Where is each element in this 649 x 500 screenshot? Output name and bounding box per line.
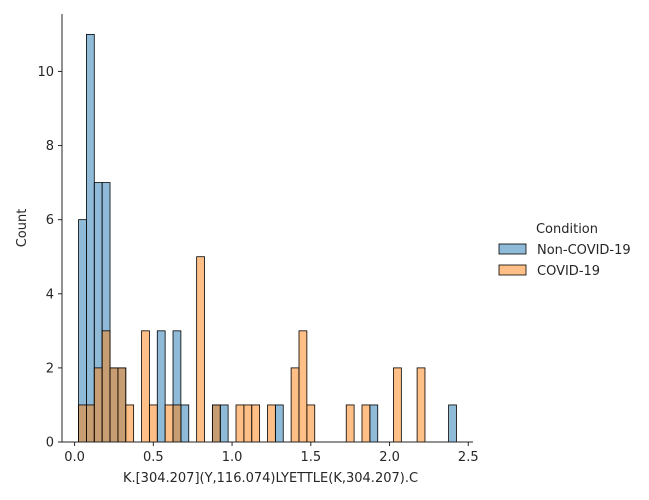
bar-covid-19 [86, 404, 95, 443]
x-tick-label: 1.5 [300, 450, 321, 465]
bar-non-covid-19 [448, 404, 457, 443]
legend: Condition Non-COVID-19 COVID-19 [498, 222, 631, 279]
y-tick-label: 8 [46, 139, 54, 154]
bar-non-covid-19 [86, 33, 95, 443]
x-tick-label: 2.5 [458, 450, 479, 465]
bar-non-covid-19 [274, 404, 284, 443]
bar-covid-19 [416, 367, 426, 443]
bar-covid-19 [306, 404, 316, 443]
legend-swatch-non-covid [498, 243, 527, 255]
bar-covid-19 [78, 404, 87, 443]
bar-covid-19 [172, 404, 182, 443]
bar-non-covid-19 [180, 404, 190, 443]
bar-covid-19 [125, 404, 135, 443]
x-tick-label: 2.0 [379, 450, 400, 465]
bar-covid-19 [211, 404, 221, 443]
bar-covid-19 [361, 404, 371, 443]
bar-covid-19 [290, 367, 300, 443]
bar-covid-19 [109, 367, 119, 443]
y-tick-label: 4 [46, 287, 54, 302]
bar-covid-19 [93, 367, 103, 443]
bar-non-covid-19 [156, 330, 166, 443]
legend-label-non-covid: Non-COVID-19 [537, 243, 631, 258]
bar-covid-19 [251, 404, 261, 443]
legend-label-covid: COVID-19 [537, 264, 600, 279]
y-tick-label: 10 [37, 65, 54, 80]
bar-covid-19 [148, 404, 158, 443]
x-axis-ticks: 0.0 0.5 1.0 1.5 2.0 2.5 [64, 442, 479, 465]
bar-covid-19 [164, 404, 174, 443]
bar-covid-19 [345, 404, 355, 443]
bar-covid-19 [393, 367, 402, 443]
bar-non-covid-19 [369, 404, 379, 443]
y-tick-label: 0 [46, 436, 54, 451]
bar-covid-19 [235, 404, 245, 443]
legend-entry-covid: COVID-19 [498, 264, 600, 279]
y-tick-label: 6 [46, 213, 54, 228]
legend-entry-non-covid: Non-COVID-19 [498, 243, 631, 258]
bar-covid-19 [196, 256, 205, 443]
bar-covid-19 [267, 404, 276, 443]
x-tick-label: 1.0 [222, 450, 243, 465]
y-axis-label: Count [15, 209, 30, 248]
y-axis-ticks: 0 2 4 6 8 10 [37, 65, 62, 451]
x-tick-label: 0.5 [143, 450, 164, 465]
x-tick-label: 0.0 [64, 450, 85, 465]
histogram-bars [78, 33, 457, 443]
legend-title: Condition [536, 222, 598, 237]
bar-covid-19 [101, 330, 111, 443]
bar-covid-19 [243, 404, 253, 443]
legend-swatch-covid [498, 264, 527, 276]
series-covid-19 [78, 256, 426, 443]
bar-covid-19 [117, 367, 127, 443]
bar-non-covid-19 [219, 404, 229, 443]
x-axis-label: K.[304.207](Y,116.074)LYETTLE(K,304.207)… [123, 471, 418, 486]
y-tick-label: 2 [46, 361, 54, 376]
bar-covid-19 [141, 330, 150, 443]
bar-covid-19 [298, 330, 308, 443]
